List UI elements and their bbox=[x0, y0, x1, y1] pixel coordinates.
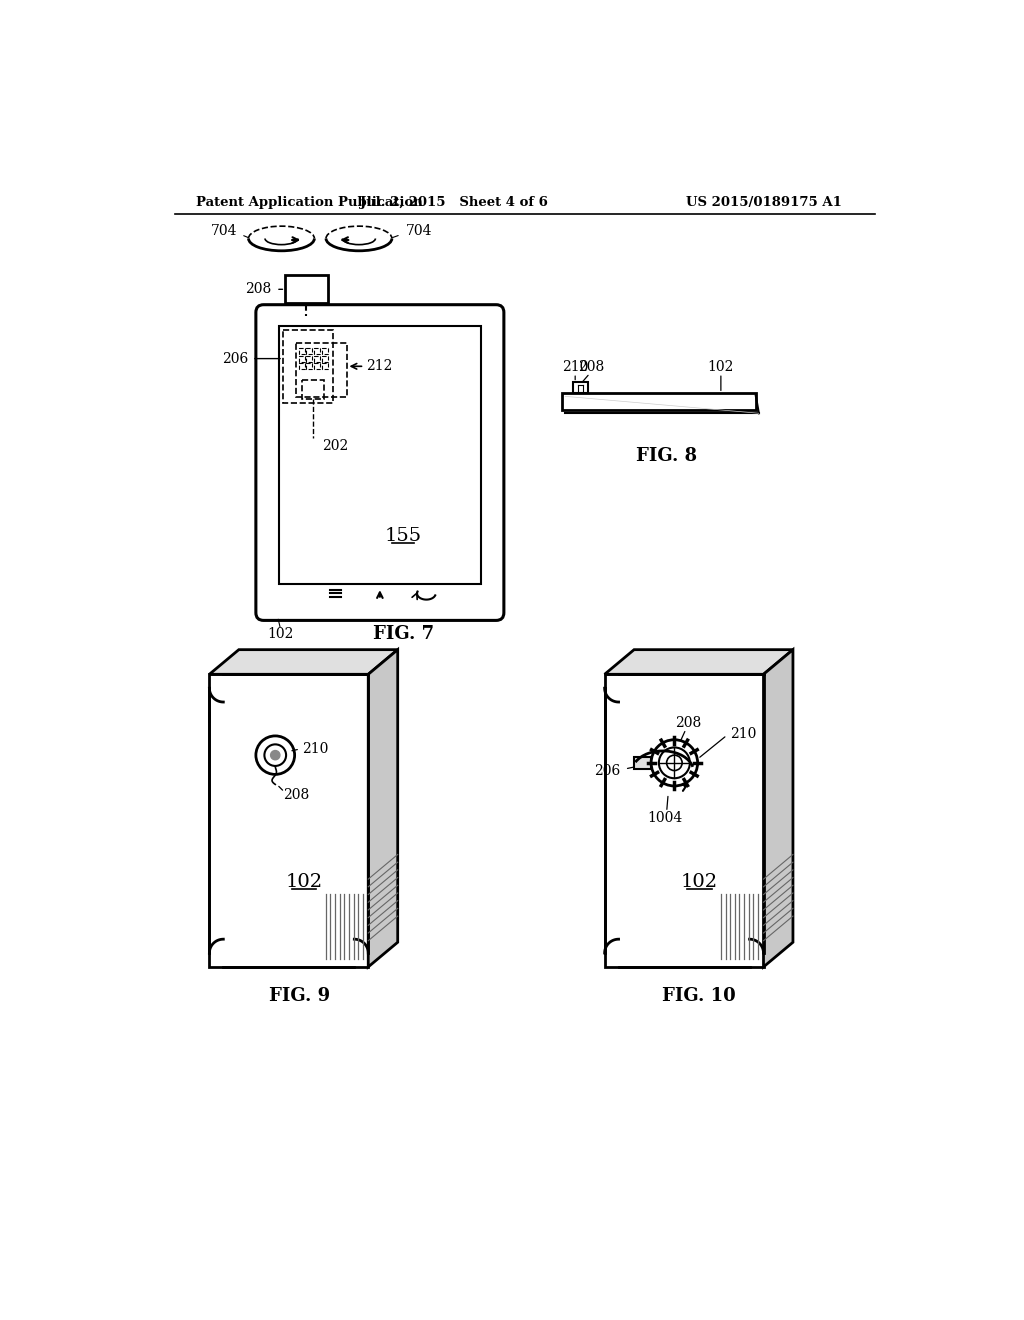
Text: 208: 208 bbox=[245, 282, 271, 296]
Bar bbox=[322, 363, 328, 370]
Text: FIG. 7: FIG. 7 bbox=[373, 626, 434, 643]
Bar bbox=[299, 355, 305, 362]
Text: 102: 102 bbox=[267, 627, 294, 642]
Bar bbox=[299, 363, 305, 370]
Bar bbox=[314, 348, 321, 354]
Text: Jul. 2, 2015   Sheet 4 of 6: Jul. 2, 2015 Sheet 4 of 6 bbox=[359, 195, 548, 209]
Bar bbox=[322, 348, 328, 354]
Text: Patent Application Publication: Patent Application Publication bbox=[197, 195, 423, 209]
Polygon shape bbox=[604, 675, 764, 966]
Polygon shape bbox=[209, 649, 397, 675]
Text: 1004: 1004 bbox=[647, 812, 683, 825]
Bar bbox=[296, 343, 346, 397]
Polygon shape bbox=[369, 649, 397, 966]
Polygon shape bbox=[764, 649, 793, 966]
Circle shape bbox=[270, 751, 280, 760]
Bar bbox=[572, 383, 589, 393]
FancyBboxPatch shape bbox=[256, 305, 504, 620]
Bar bbox=[286, 276, 328, 304]
Text: 210: 210 bbox=[302, 742, 329, 756]
Bar bbox=[299, 348, 305, 354]
Circle shape bbox=[651, 739, 697, 785]
Text: 704: 704 bbox=[211, 224, 238, 238]
Polygon shape bbox=[604, 649, 793, 675]
Text: 206: 206 bbox=[594, 763, 621, 777]
Text: 102: 102 bbox=[708, 360, 734, 374]
Bar bbox=[306, 363, 312, 370]
Bar bbox=[306, 348, 312, 354]
Bar bbox=[302, 380, 324, 400]
Text: FIG. 8: FIG. 8 bbox=[636, 447, 697, 466]
Bar bbox=[322, 355, 328, 362]
Text: 102: 102 bbox=[681, 874, 718, 891]
Text: 102: 102 bbox=[286, 874, 323, 891]
Text: 208: 208 bbox=[283, 788, 309, 803]
Text: 208: 208 bbox=[579, 360, 604, 374]
Polygon shape bbox=[209, 675, 369, 966]
Text: 210: 210 bbox=[730, 726, 757, 741]
Text: 704: 704 bbox=[406, 224, 432, 238]
Text: US 2015/0189175 A1: US 2015/0189175 A1 bbox=[686, 195, 842, 209]
Text: 210: 210 bbox=[562, 360, 589, 374]
Text: 206: 206 bbox=[222, 351, 248, 366]
Text: FIG. 9: FIG. 9 bbox=[269, 987, 331, 1005]
Text: 212: 212 bbox=[366, 359, 392, 374]
Text: 155: 155 bbox=[385, 527, 422, 545]
Bar bbox=[283, 330, 334, 404]
Text: 202: 202 bbox=[322, 438, 348, 453]
Bar bbox=[314, 363, 321, 370]
Text: FIG. 10: FIG. 10 bbox=[663, 987, 736, 1005]
Bar bbox=[562, 393, 756, 411]
Bar bbox=[314, 355, 321, 362]
Bar bbox=[280, 326, 480, 585]
Bar bbox=[306, 355, 312, 362]
Text: 208: 208 bbox=[675, 715, 701, 730]
Bar bbox=[634, 756, 651, 770]
